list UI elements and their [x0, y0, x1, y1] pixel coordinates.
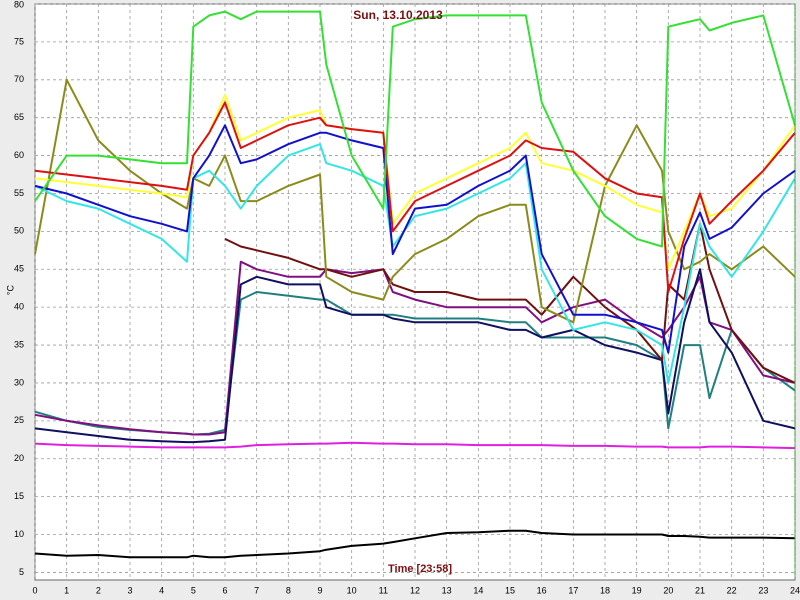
y-tick-label: 45: [14, 264, 24, 274]
lines: [34, 10, 796, 559]
grid: [34, 3, 796, 580]
y-tick-label: 15: [14, 491, 24, 501]
x-axis-label: Time [23:58]: [388, 563, 452, 575]
x-tick-label: 5: [191, 585, 196, 595]
series-line: [34, 10, 796, 248]
series-line: [34, 441, 796, 450]
x-tick-label: 19: [632, 585, 642, 595]
y-tick-label: 30: [14, 377, 24, 387]
series-line: [34, 268, 796, 444]
x-tick-label: 22: [727, 585, 737, 595]
x-tick-label: 24: [790, 585, 800, 595]
y-tick-label: 20: [14, 453, 24, 463]
x-tick-label: 8: [286, 585, 291, 595]
series-line: [34, 124, 796, 354]
y-tick-label: 35: [14, 339, 24, 349]
y-tick-label: 60: [14, 150, 24, 160]
y-tick-label: 55: [14, 188, 24, 198]
x-tick-label: 3: [127, 585, 132, 595]
y-tick-label: 25: [14, 415, 24, 425]
x-tick-label: 4: [159, 585, 164, 595]
series-line: [34, 101, 796, 293]
x-tick-label: 12: [410, 585, 420, 595]
x-tick-label: 15: [505, 585, 515, 595]
x-tick-label: 7: [254, 585, 259, 595]
y-tick-label: 65: [14, 112, 24, 122]
x-tick-label: 2: [96, 585, 101, 595]
series-line: [34, 529, 796, 559]
y-tick-label: 80: [14, 0, 24, 9]
y-tick-label: 40: [14, 302, 24, 312]
x-tick-label: 17: [568, 585, 578, 595]
x-tick-label: 10: [347, 585, 357, 595]
x-tick-label: 21: [695, 585, 705, 595]
x-tick-label: 20: [663, 585, 673, 595]
x-tick-label: 6: [222, 585, 227, 595]
y-tick-label: 10: [14, 529, 24, 539]
x-tick-label: 14: [473, 585, 483, 595]
x-tick-label: 11: [379, 585, 388, 595]
y-tick-label: 70: [14, 74, 24, 84]
series-line: [34, 260, 796, 436]
x-tick-label: 23: [758, 585, 768, 595]
x-tick-label: 0: [32, 585, 37, 595]
y-axis-label: °C: [5, 284, 15, 295]
y-tick-label: 75: [14, 36, 24, 46]
x-tick-label: 18: [600, 585, 610, 595]
x-tick-label: 16: [537, 585, 547, 595]
x-tick-label: 9: [317, 585, 322, 595]
y-tick-label: 5: [19, 567, 24, 577]
x-tick-label: 1: [64, 585, 69, 595]
y-tick-label: 50: [14, 226, 24, 236]
chart-title: Sun, 13.10.2013: [353, 8, 443, 22]
x-tick-label: 13: [442, 585, 452, 595]
